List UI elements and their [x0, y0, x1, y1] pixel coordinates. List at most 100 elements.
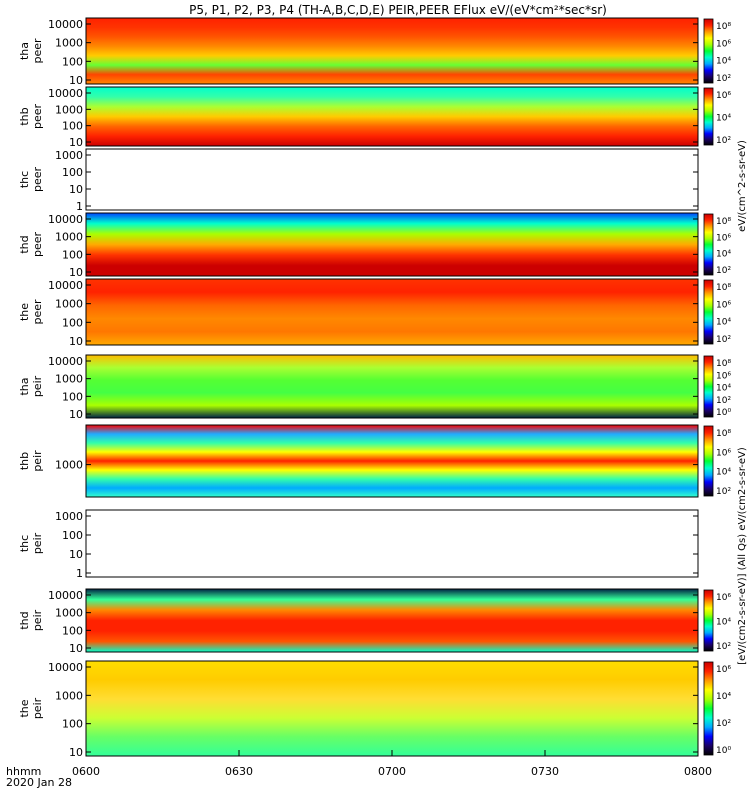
y-tick-label: 10: [69, 548, 83, 561]
y-tick-label: 10: [69, 136, 83, 149]
y-tick-label: 1: [76, 200, 83, 213]
colorbar: [703, 18, 714, 84]
colorbar: [703, 425, 714, 497]
colorbar-tick-label: 10⁰: [716, 408, 731, 418]
panel-label-probe: tha: [18, 377, 31, 395]
y-tick-label: 100: [62, 529, 83, 542]
colorbar-tick-label: 10⁸: [716, 22, 731, 32]
panel-label-species: peir: [31, 697, 44, 719]
colorbar-tick-label: 10²: [716, 266, 731, 276]
panel-label-probe: the: [18, 699, 31, 717]
colorbar-title-peir: [eV/(cm2-s-sr-eV)] (All Qs) eV/(cm2-s-sr…: [737, 447, 748, 665]
spectrogram-image: [86, 661, 698, 756]
colorbar-tick-label: 10²: [716, 136, 731, 146]
panel-thc-peer: 1000 100 10 1 thc peer: [18, 148, 699, 213]
colorbar-tick-label: 10²: [716, 74, 731, 84]
colorbar-tick-label: 10²: [716, 335, 731, 345]
panel-frame: [85, 278, 699, 346]
panel-label-species: peer: [31, 299, 44, 325]
colorbar-tick-label: 10²: [716, 642, 731, 652]
panel-label-probe: thc: [18, 171, 31, 188]
panel-label-probe: thb: [18, 107, 31, 125]
colorbar-tick-label: 10⁸: [716, 359, 731, 369]
spectrogram-image: [86, 589, 698, 652]
panel-thc-peir: 1000 100 10 1 thc peir: [18, 509, 699, 580]
y-tick-label: 1: [76, 567, 83, 580]
y-tick-label: 10000: [48, 87, 83, 100]
y-tick-label: 10000: [48, 661, 83, 674]
colorbar-tick-label: 10⁸: [716, 283, 731, 293]
colorbar-tick-label: 10⁰: [716, 746, 731, 756]
panel-label-species: peer: [31, 232, 44, 258]
panel-the-peer: 10000 1000 100 10 the peer 10⁸ 10⁶ 10⁴ 10²: [18, 278, 731, 348]
colorbar-tick-label: 10⁶: [716, 665, 731, 675]
y-tick-label: 10000: [48, 18, 83, 31]
y-tick-label: 1000: [55, 373, 83, 386]
x-corner-label: hhmm: [6, 765, 41, 778]
y-tick-label: 10: [69, 642, 83, 655]
y-tick-label: 10: [69, 183, 83, 196]
y-tick-label: 1000: [55, 459, 83, 472]
panel-label-probe: thd: [18, 235, 31, 253]
y-tick-label: 100: [62, 55, 83, 68]
y-tick-label: 1000: [55, 298, 83, 311]
y-tick-label: 10000: [48, 355, 83, 368]
colorbar-tick-label: 10⁸: [716, 429, 731, 439]
y-tick-label: 1000: [55, 607, 83, 620]
panel-label-probe: tha: [18, 42, 31, 60]
x-date-label: 2020 Jan 28: [6, 776, 72, 789]
spectrogram-image: [86, 279, 698, 345]
figure-title: P5, P1, P2, P3, P4 (TH-A,B,C,D,E) PEIR,P…: [189, 3, 607, 17]
colorbar-tick-label: 10⁸: [716, 217, 731, 227]
colorbar-tick-label: 10⁴: [716, 57, 731, 67]
y-tick-label: 1000: [55, 149, 83, 162]
colorbar-tick-label: 10⁴: [716, 468, 731, 478]
y-tick-label: 100: [62, 624, 83, 637]
y-tick-label: 10: [69, 746, 83, 759]
x-axis: 0600 0630 0700 0730 0800: [72, 750, 712, 778]
y-tick-label: 1000: [55, 689, 83, 702]
y-tick-label: 100: [62, 390, 83, 403]
y-tick-label: 10: [69, 266, 83, 279]
y-tick-label: 1000: [55, 103, 83, 116]
colorbar-tick-label: 10⁶: [716, 300, 731, 310]
y-tick-label: 100: [62, 166, 83, 179]
panel-label-species: peir: [31, 532, 44, 554]
y-tick-label: 1000: [55, 231, 83, 244]
colorbar: [703, 279, 714, 345]
colorbar-tick-label: 10⁴: [716, 114, 731, 124]
colorbar-tick-label: 10²: [716, 487, 731, 497]
y-tick-label: 100: [62, 718, 83, 731]
colorbar-tick-label: 10⁶: [716, 448, 731, 458]
colorbar: [703, 589, 714, 652]
colorbar-tick-label: 10⁶: [716, 593, 731, 603]
colorbar-tick-label: 10⁴: [716, 692, 731, 702]
spectrogram-image: [86, 355, 698, 418]
colorbar-tick-label: 10⁴: [716, 250, 731, 260]
colorbar: [703, 87, 714, 146]
panel-thb-peer: 10000 1000 100 10 thb peer 10⁶ 10⁴ 10²: [18, 86, 731, 149]
colorbar-tick-label: 10⁶: [716, 39, 731, 49]
colorbar-tick-label: 10⁶: [716, 371, 731, 381]
panel-frame: [85, 509, 699, 578]
y-tick-label: 10000: [48, 279, 83, 292]
colorbar: [703, 213, 714, 276]
y-tick-label: 10000: [48, 589, 83, 602]
y-tick-label: 10: [69, 408, 83, 421]
spectrogram-empty: [86, 510, 698, 577]
panel-frame: [85, 588, 699, 653]
y-tick-label: 1000: [55, 37, 83, 50]
colorbar: [703, 661, 714, 756]
colorbar-tick-label: 10⁴: [716, 318, 731, 328]
y-tick-label: 100: [62, 248, 83, 261]
panel-label-species: peir: [31, 450, 44, 472]
x-tick-label: 0800: [684, 765, 712, 778]
spectrogram-image: [86, 87, 698, 146]
y-tick-label: 10000: [48, 213, 83, 226]
colorbar: [703, 355, 714, 418]
x-tick-label: 0700: [378, 765, 406, 778]
x-tick-label: 0600: [72, 765, 100, 778]
panel-frame: [85, 148, 699, 211]
spectrogram-image: [86, 425, 698, 497]
